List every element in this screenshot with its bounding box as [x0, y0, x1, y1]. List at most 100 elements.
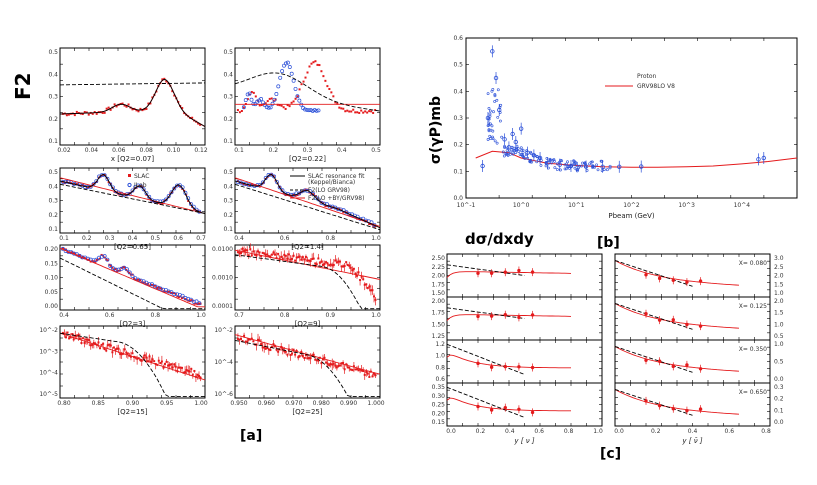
y-tick-label: 0.2 [223, 116, 233, 123]
data-point [78, 337, 81, 340]
data-point [171, 191, 174, 194]
x-tick-label: 1.0 [196, 312, 206, 319]
x-tick-label: 0.2 [82, 235, 92, 242]
data-point [257, 338, 260, 341]
data-point [291, 257, 294, 260]
panel-b-xtick: 10^2 [623, 202, 640, 209]
data-point [274, 345, 277, 348]
data-point [150, 360, 153, 363]
x-tick-label: 1.0 [371, 312, 381, 319]
data-point [83, 256, 86, 259]
data-point [312, 353, 315, 356]
legend-resonance-fit: SLAC resonance fit [308, 173, 365, 180]
proton-point [553, 166, 557, 170]
data-point [73, 182, 76, 185]
data-point [105, 349, 108, 352]
data-point [105, 257, 110, 262]
grv-dashed-line [59, 183, 206, 214]
data-point [245, 92, 250, 97]
data-point [328, 264, 331, 267]
panel-c-xlabel-right: y [ ν̄ ] [681, 437, 702, 445]
proton-point [521, 150, 525, 154]
proton-point [572, 159, 576, 163]
data-point [194, 299, 199, 304]
data-point [136, 357, 139, 360]
data-point [321, 263, 324, 266]
proton-point [575, 169, 579, 173]
data-point [289, 71, 294, 76]
proton-point [595, 163, 598, 167]
data-point [348, 110, 351, 113]
data-point [143, 108, 146, 111]
data-point [170, 363, 173, 366]
panel-c-fit [614, 389, 740, 415]
data-point [306, 259, 309, 262]
data-point [82, 337, 85, 340]
data-point [284, 254, 287, 257]
data-point [72, 252, 75, 255]
data-point [241, 247, 244, 250]
data-point [351, 369, 354, 372]
y-tick-label: 0.1 [48, 226, 58, 233]
data-point [190, 299, 193, 302]
data-point [260, 343, 263, 346]
data-point [123, 266, 126, 269]
subplot-caption-a5: [Q2=3] [120, 320, 146, 328]
data-point [373, 295, 376, 298]
panel-c-point [517, 407, 521, 411]
data-point [312, 257, 315, 260]
x-tick-label: 0.990 [340, 400, 357, 407]
data-point [102, 254, 107, 259]
data-point [131, 352, 134, 355]
data-point [340, 362, 343, 365]
data-point [346, 366, 349, 369]
data-point [197, 122, 200, 125]
data-point [336, 207, 341, 212]
proton-point [515, 144, 519, 148]
data-point [301, 354, 304, 357]
proton-point [480, 163, 485, 169]
proton-point [493, 100, 497, 103]
panel-c-fit [446, 271, 572, 278]
proton-point [498, 106, 502, 109]
proton-point [512, 149, 516, 153]
data-point [306, 108, 311, 113]
panel-c-point [476, 361, 480, 366]
proton-point [564, 167, 568, 171]
data-point [199, 123, 202, 126]
data-point [308, 259, 311, 262]
data-point [356, 111, 359, 114]
data-point [173, 292, 176, 295]
panel-c-point [489, 365, 494, 369]
data-point [92, 342, 95, 345]
panel-c-point [657, 359, 662, 363]
proton-point [499, 103, 503, 107]
y-tick-label: 0.3 [223, 198, 233, 205]
proton-point [510, 131, 515, 137]
data-point [139, 107, 142, 110]
data-point [236, 251, 239, 254]
data-point [167, 364, 170, 367]
data-point [287, 65, 292, 69]
panel-c-point [671, 407, 675, 411]
data-point [318, 64, 321, 67]
legend-slac: SLAC [134, 173, 149, 180]
subplot-caption-a8: [Q2=25] [292, 408, 322, 416]
data-point [144, 280, 149, 285]
data-point [295, 94, 300, 99]
proton-point [490, 124, 494, 128]
proton-point [605, 168, 609, 172]
data-point [71, 333, 74, 336]
proton-point [513, 139, 519, 145]
data-point [151, 358, 154, 361]
data-point [300, 350, 303, 353]
proton-point [502, 154, 506, 158]
y-tick-label: 0.4 [223, 183, 233, 190]
data-point [274, 92, 279, 96]
data-point [286, 104, 289, 107]
data-point [137, 278, 140, 281]
proton-point [548, 159, 552, 162]
data-point [345, 261, 348, 264]
x-tick-label: 0.960 [258, 400, 275, 407]
proton-point [537, 158, 540, 162]
